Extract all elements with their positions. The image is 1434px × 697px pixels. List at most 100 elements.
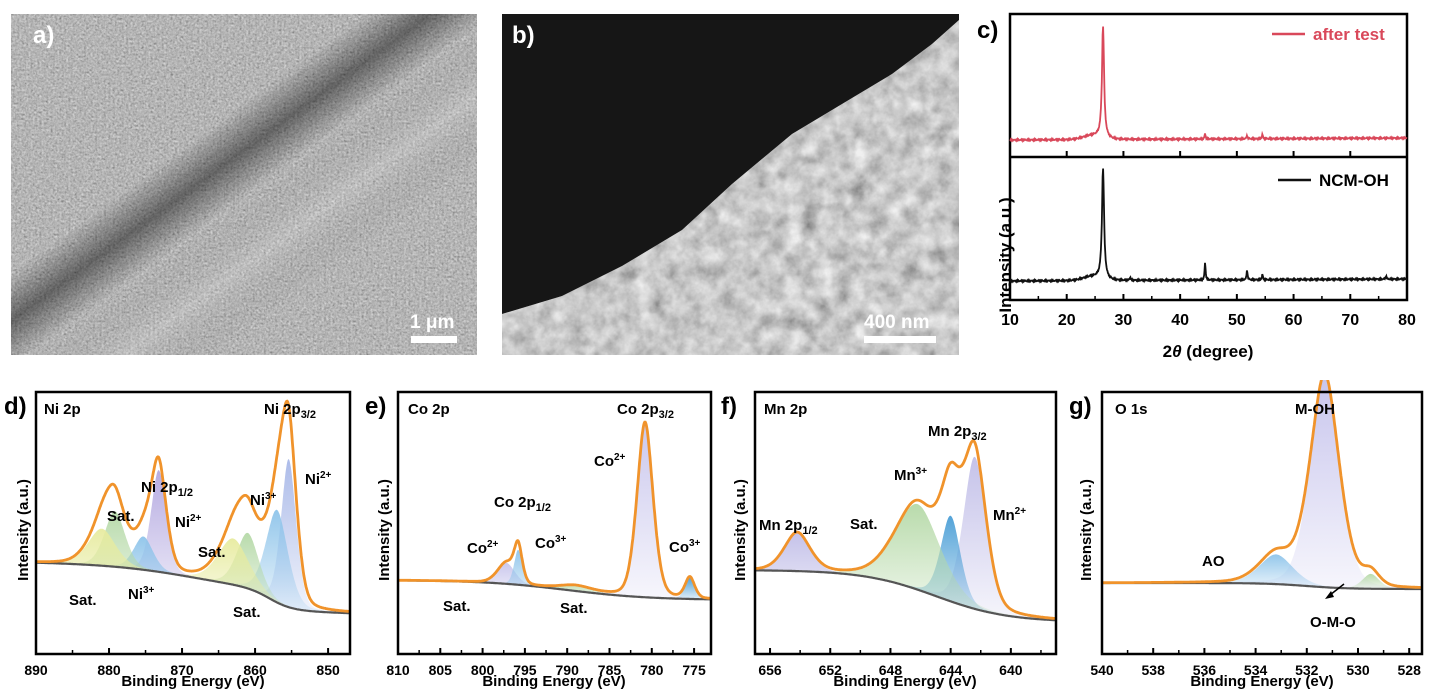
panel-label-e: e) [365,393,386,420]
annot-m-oh: M-OH [1295,401,1335,418]
x-tick-label-c: 70 [1341,312,1359,329]
x-tick-label-e: 775 [682,662,706,678]
x-tick-label-c: 60 [1285,312,1303,329]
annot-sat-f: Sat. [850,516,878,533]
plot-frame-g [1100,390,1424,656]
xlabel-e: Binding Energy (eV) [482,673,625,690]
envelope-f [755,439,1057,620]
x-tick-label-c: 80 [1398,312,1416,329]
x-tick-label-e: 780 [640,662,664,678]
sem-texture-a [11,14,477,355]
x-tick-label-f: 652 [819,662,843,678]
xps-chart-d: d) Intensity (a.u.) Ni 2p Ni 2p3/2 Ni2+ … [4,390,352,690]
annot-sat-1: Sat. [107,508,135,525]
x-tick-label-c: 40 [1171,312,1189,329]
d-component-7 [36,528,350,614]
x-tick-label-e: 795 [513,662,537,678]
x-tick-label-f: 648 [879,662,903,678]
xrd-line-after-test [1009,26,1408,144]
xlabel-c-prefix: 2 [1163,342,1172,361]
annot-mn2p32: Mn 2p3/2 [928,423,987,443]
x-tick-label-c: 30 [1115,312,1133,329]
x-tick-label-d: 860 [243,662,267,678]
components-g [1102,380,1422,589]
f-component-2 [755,503,1056,621]
x-tick-label-d: 880 [97,662,121,678]
background-line-d [36,561,351,615]
xlabel-c-theta: θ [1172,342,1182,361]
annot-co3-plus-b: Co3+ [669,538,701,556]
annot-mn2-plus: Mn2+ [993,506,1026,524]
x-tick-label-c: 20 [1058,312,1076,329]
components-e [398,422,711,600]
annot-sat-e1: Sat. [443,598,471,615]
legend-ncm-oh: NCM-OH [1319,171,1389,190]
x-ticks-e: 810 805 800 795 790 785 780 775 [386,648,706,678]
x-tick-label-e: 805 [429,662,453,678]
x-tick-label-f: 656 [758,662,782,678]
x-tick-label-g: 532 [1295,662,1319,678]
ylabel-g: Intensity (a.u.) [1078,479,1095,581]
annot-mn2p12: Mn 2p1/2 [759,517,818,537]
annot-ni2-plus-b: Ni2+ [175,513,202,531]
x-tick-label-g: 536 [1193,662,1217,678]
x-tick-label-d: 890 [24,662,48,678]
g-component-2 [1102,573,1422,589]
x-tick-label-e: 810 [386,662,410,678]
arrow-o-m-o [1325,583,1345,599]
ylabel-c: Intensity (a.u.) [996,197,1015,312]
panel-label-g: g) [1069,393,1092,420]
x-ticks-c: 10 20 30 40 50 60 70 80 [1001,151,1416,329]
x-tick-label-d: 850 [316,662,340,678]
xrd-line-ncm-oh [1009,168,1408,285]
panel-label-b: b) [512,22,535,49]
ylabel-e: Intensity (a.u.) [376,479,393,581]
x-tick-label-f: 640 [999,662,1023,678]
annot-sat-e2: Sat. [560,600,588,617]
annot-ni3-plus-b: Ni3+ [128,585,155,603]
ylabel-d: Intensity (a.u.) [15,479,32,581]
annot-co2p32: Co 2p3/2 [617,401,674,421]
scale-bar-label-b: 400 nm [864,312,930,333]
annot-co2p12: Co 2p1/2 [494,494,551,514]
xlabel-c: 2θ (degree) [1163,342,1254,361]
xlabel-d: Binding Energy (eV) [121,673,264,690]
g-component-0 [1102,380,1422,589]
envelope-d [36,399,351,613]
x-ticks-d: 890 880 870 860 850 [24,648,340,678]
x-tick-label-g: 534 [1244,662,1268,678]
scale-bar-label-a: 1 μm [410,312,455,333]
title-g: O 1s [1115,401,1148,418]
e-component-0 [398,422,711,600]
panel-label-c: c) [977,17,998,44]
panel-label-d: d) [4,393,27,420]
xlabel-f: Binding Energy (eV) [833,673,976,690]
x-tick-label-e: 800 [471,662,495,678]
d-component-0 [36,459,350,614]
annot-sat-3: Sat. [69,592,97,609]
ylabel-f: Intensity (a.u.) [732,479,749,581]
x-tick-label-e: 785 [598,662,622,678]
plot-frame-f [753,390,1058,656]
annot-ni2-plus-a: Ni2+ [305,470,332,488]
xps-chart-f: f) Intensity (a.u.) Mn 2p Mn 2p3/2 Mn3+ … [721,390,1058,690]
annot-sat-4: Sat. [233,604,261,621]
g-component-1 [1102,554,1422,589]
background-line-f [754,569,1056,622]
x-tick-label-c: 10 [1001,312,1019,329]
sem-image-a: a) 1 μm [11,14,477,355]
x-tick-label-f: 644 [939,662,963,678]
legend-after-test: after test [1313,25,1385,44]
annot-co2-plus-a: Co2+ [594,452,626,470]
annot-ni2p32: Ni 2p3/2 [264,401,316,421]
xlabel-c-suffix: (degree) [1182,342,1254,361]
scale-bar-b [864,336,936,343]
xrd-chart-c: c) Intensity (a.u.) after test NCM-OH 10… [977,12,1416,361]
e-component-1 [398,578,711,600]
x-tick-label-c: 50 [1228,312,1246,329]
x-tick-label-g: 538 [1142,662,1166,678]
components-d [36,459,350,614]
plot-frame-e [396,390,713,656]
d-component-2 [36,532,350,614]
x-ticks-g: 540 538 536 534 532 530 528 [1090,648,1421,678]
